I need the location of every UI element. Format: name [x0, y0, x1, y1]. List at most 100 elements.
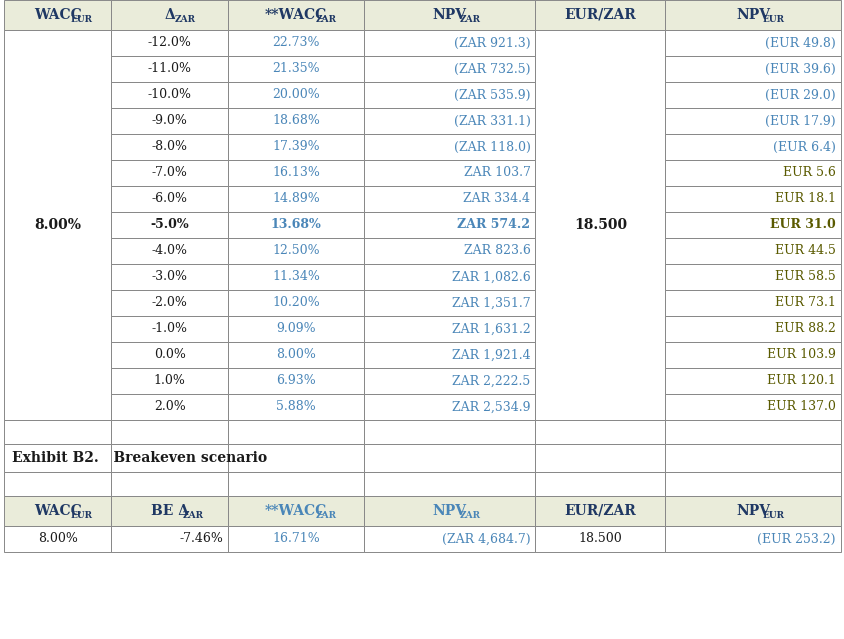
Text: Δ: Δ — [164, 8, 175, 22]
Bar — [364, 394, 535, 420]
Text: NPV: NPV — [432, 504, 466, 518]
Bar — [4, 420, 111, 444]
Text: 16.71%: 16.71% — [272, 532, 320, 546]
Text: (ZAR 4,684.7): (ZAR 4,684.7) — [441, 532, 530, 546]
Text: 10.20%: 10.20% — [272, 296, 320, 309]
Bar — [364, 186, 535, 212]
Text: 21.35%: 21.35% — [272, 63, 320, 75]
Text: WACC: WACC — [34, 8, 81, 22]
Bar — [664, 56, 840, 82]
Text: EUR 103.9: EUR 103.9 — [766, 348, 835, 362]
Text: NPV: NPV — [432, 8, 466, 22]
Text: **WACC: **WACC — [265, 504, 327, 518]
Bar — [4, 526, 111, 552]
Text: EUR 5.6: EUR 5.6 — [782, 167, 835, 180]
Bar — [228, 108, 364, 134]
Bar — [364, 368, 535, 394]
Text: ZAR: ZAR — [459, 511, 479, 520]
Text: (EUR 253.2): (EUR 253.2) — [756, 532, 835, 546]
Bar — [111, 472, 228, 496]
Text: (EUR 17.9): (EUR 17.9) — [765, 114, 835, 128]
Bar — [228, 394, 364, 420]
Text: WACC: WACC — [34, 504, 81, 518]
Text: 16.13%: 16.13% — [272, 167, 320, 180]
Text: EUR 120.1: EUR 120.1 — [766, 374, 835, 387]
Bar — [664, 444, 840, 472]
Text: ZAR: ZAR — [175, 15, 196, 24]
Bar — [228, 0, 364, 30]
Text: ZAR 103.7: ZAR 103.7 — [463, 167, 530, 180]
Bar — [364, 108, 535, 134]
Bar — [111, 316, 228, 342]
Bar — [111, 56, 228, 82]
Text: -1.0%: -1.0% — [152, 323, 187, 335]
Bar — [228, 56, 364, 82]
Bar — [228, 186, 364, 212]
Text: 18.68%: 18.68% — [272, 114, 320, 128]
Text: (EUR 49.8): (EUR 49.8) — [765, 36, 835, 49]
Bar — [364, 420, 535, 444]
Text: ZAR 334.4: ZAR 334.4 — [463, 192, 530, 206]
Bar — [228, 82, 364, 108]
Bar — [228, 526, 364, 552]
Text: EUR/ZAR: EUR/ZAR — [564, 8, 636, 22]
Bar — [364, 212, 535, 238]
Bar — [228, 290, 364, 316]
Text: 12.50%: 12.50% — [272, 245, 320, 258]
Text: 8.00%: 8.00% — [276, 348, 316, 362]
Bar — [111, 82, 228, 108]
Bar — [364, 526, 535, 552]
Text: -10.0%: -10.0% — [148, 88, 192, 102]
Bar — [228, 420, 364, 444]
Bar — [364, 342, 535, 368]
Text: Exhibit B2.   Breakeven scenario: Exhibit B2. Breakeven scenario — [12, 451, 267, 465]
Bar — [664, 160, 840, 186]
Bar — [111, 368, 228, 394]
Bar — [664, 368, 840, 394]
Bar — [111, 420, 228, 444]
Text: ZAR: ZAR — [315, 511, 336, 520]
Text: 20.00%: 20.00% — [272, 88, 320, 102]
Bar — [111, 526, 228, 552]
Bar — [364, 496, 535, 526]
Text: ZAR: ZAR — [182, 511, 203, 520]
Bar — [228, 316, 364, 342]
Bar — [228, 472, 364, 496]
Text: BE Δ: BE Δ — [150, 504, 188, 518]
Bar — [364, 316, 535, 342]
Text: -3.0%: -3.0% — [152, 270, 187, 284]
Bar — [535, 496, 664, 526]
Text: -7.0%: -7.0% — [152, 167, 187, 180]
Text: EUR 31.0: EUR 31.0 — [770, 219, 835, 231]
Text: EUR 44.5: EUR 44.5 — [774, 245, 835, 258]
Text: EUR 73.1: EUR 73.1 — [774, 296, 835, 309]
Bar — [364, 264, 535, 290]
Bar — [664, 264, 840, 290]
Text: EUR 88.2: EUR 88.2 — [774, 323, 835, 335]
Text: ZAR 1,921.4: ZAR 1,921.4 — [452, 348, 530, 362]
Text: 8.00%: 8.00% — [34, 218, 81, 232]
Bar — [364, 56, 535, 82]
Bar — [111, 238, 228, 264]
Bar — [664, 394, 840, 420]
Text: -12.0%: -12.0% — [148, 36, 192, 49]
Text: -11.0%: -11.0% — [148, 63, 192, 75]
Bar — [364, 82, 535, 108]
Bar — [111, 0, 228, 30]
Bar — [228, 212, 364, 238]
Bar — [228, 30, 364, 56]
Bar — [664, 238, 840, 264]
Text: ZAR 2,222.5: ZAR 2,222.5 — [452, 374, 530, 387]
Bar — [535, 420, 664, 444]
Text: EUR: EUR — [762, 15, 784, 24]
Bar — [664, 108, 840, 134]
Text: 17.39%: 17.39% — [272, 141, 320, 153]
Bar — [228, 368, 364, 394]
Bar — [364, 238, 535, 264]
Text: (EUR 6.4): (EUR 6.4) — [772, 141, 835, 153]
Text: -9.0%: -9.0% — [152, 114, 187, 128]
Bar — [535, 444, 664, 472]
Bar — [4, 0, 111, 30]
Text: EUR 137.0: EUR 137.0 — [766, 401, 835, 413]
Bar — [111, 444, 228, 472]
